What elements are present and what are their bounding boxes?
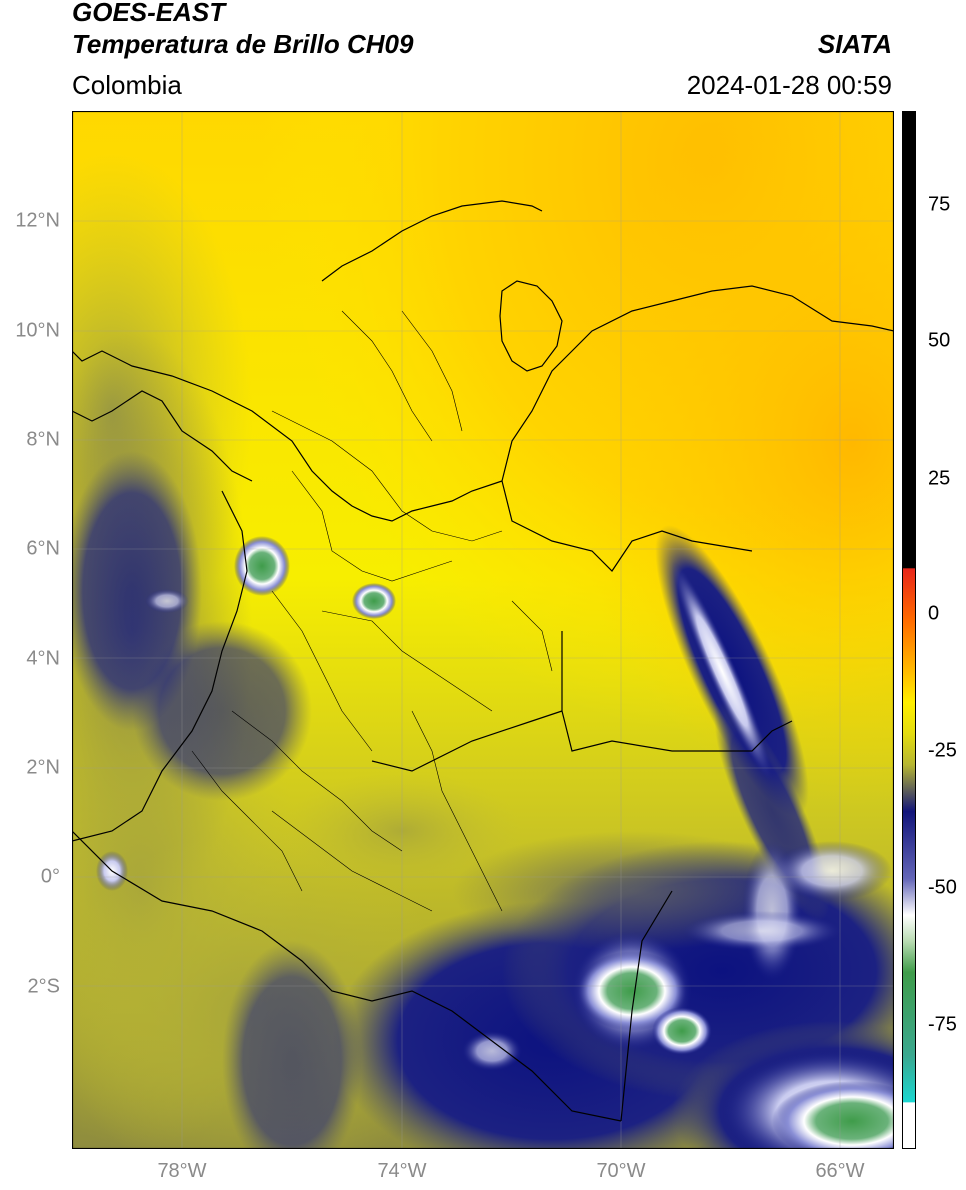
colorbar-tick-label: 25	[928, 467, 951, 490]
lon-tick-label: 66°W	[815, 1160, 865, 1182]
title-line2: Temperatura de Brillo CH09	[72, 29, 414, 59]
temperature-colorbar	[902, 111, 916, 1149]
datetime-label: 2024-01-28 00:59	[686, 70, 892, 100]
lat-tick-label: 4°N	[26, 647, 60, 670]
colorbar-tick-label: -50	[928, 876, 957, 899]
title-line1: GOES-EAST	[72, 0, 226, 27]
colorbar-tick-label: 75	[928, 193, 951, 216]
lon-tick-label: 70°W	[596, 1160, 646, 1182]
lat-tick-label: 12°N	[15, 209, 60, 232]
lat-tick-label: 10°N	[15, 319, 60, 342]
lon-tick-label: 78°W	[157, 1160, 207, 1182]
satellite-map	[72, 111, 894, 1149]
lat-tick-label: 2°N	[26, 756, 60, 779]
lat-tick-label: 6°N	[26, 537, 60, 560]
lon-tick-label: 74°W	[377, 1160, 427, 1182]
colorbar-tick-label: 0	[928, 602, 940, 625]
lat-tick-label: 8°N	[26, 428, 60, 451]
lat-tick-label: 0°	[40, 865, 60, 888]
colorbar-tick-label: -75	[928, 1013, 957, 1036]
organization-label: SIATA	[817, 29, 892, 59]
colorbar-tick-label: -25	[928, 739, 957, 762]
colorbar-tick-label: 50	[928, 329, 951, 352]
lat-tick-label: 2°S	[27, 975, 60, 998]
region-label: Colombia	[72, 70, 182, 100]
